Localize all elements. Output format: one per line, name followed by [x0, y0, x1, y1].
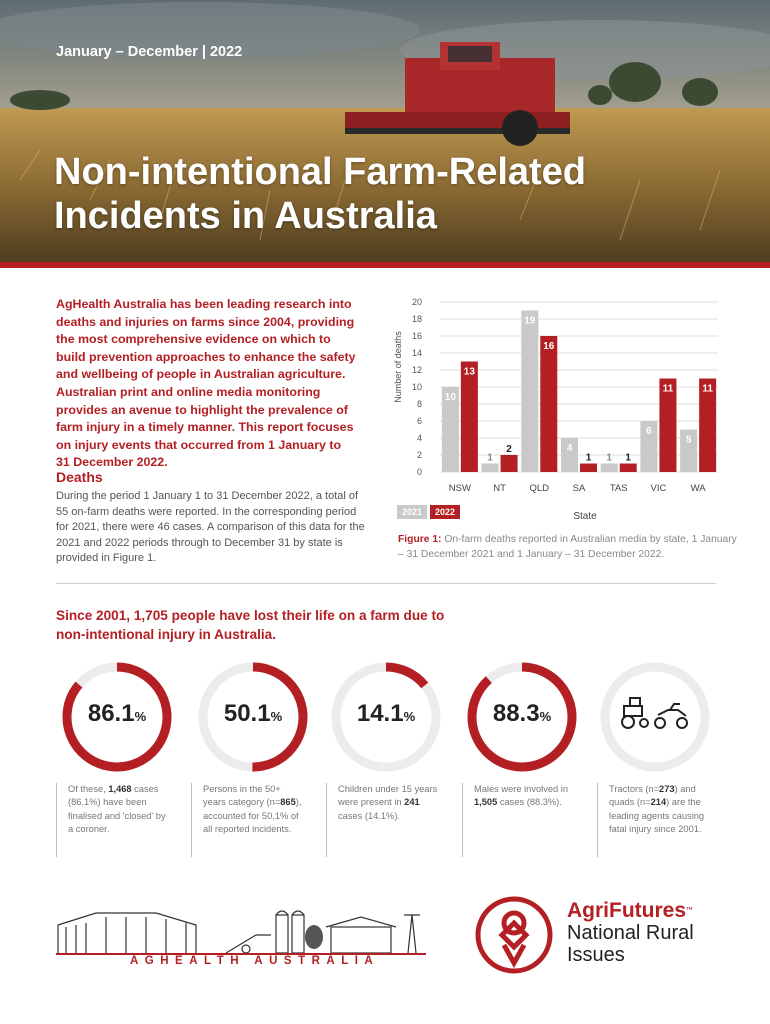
- aghealth-wordmark: AGHEALTH AUSTRALIA: [130, 955, 380, 967]
- bar-label-2021-sa: 4: [567, 443, 573, 454]
- note-tractors: Tractors (n=273) and quads (n=214) are t…: [597, 783, 709, 857]
- title-line-1: Non-intentional Farm-Related: [54, 151, 587, 193]
- donut-children: 14.1%: [329, 660, 443, 774]
- bar-label-2021-wa: 5: [686, 435, 692, 446]
- page-title: Non-intentional Farm-Related Incidents i…: [54, 150, 586, 238]
- donut-coroner-value: 86.1%: [87, 700, 147, 727]
- x-tick-label: VIC: [651, 483, 667, 494]
- bar-label-2022-wa: 11: [702, 384, 713, 395]
- y-axis-label: Number of deaths: [393, 331, 403, 403]
- figure-label: Figure 1:: [398, 534, 442, 545]
- chart-legend: 2021 2022: [397, 505, 461, 519]
- bar-2021-sa: [561, 438, 578, 472]
- bar-label-2022-qld: 16: [543, 341, 555, 352]
- note-males: Males were involved in 1,505 cases (88.3…: [462, 783, 574, 857]
- tractor-quad-circle: [598, 660, 712, 774]
- bar-label-2022-tas: 1: [625, 453, 631, 464]
- bar-2021-wa: [680, 429, 698, 472]
- bar-2022-sa: [580, 463, 597, 472]
- donut-children-value: 14.1%: [356, 700, 416, 727]
- bar-label-2021-tas: 1: [606, 453, 612, 464]
- y-tick-label: 2: [417, 450, 422, 460]
- harvest-field-image: [0, 0, 770, 268]
- donut-coroner: 86.1%: [60, 660, 174, 774]
- bar-label-2022-nsw: 13: [464, 367, 476, 378]
- x-tick-label: QLD: [530, 483, 550, 494]
- y-tick-label: 10: [412, 382, 422, 392]
- donut-males-arc: [467, 662, 577, 772]
- aghealth-farm-illustration: [56, 910, 426, 955]
- donut-age-50plus: 50.1%: [196, 660, 310, 774]
- note-children: Children under 15 years were present in …: [326, 783, 438, 857]
- deaths-heading: Deaths: [56, 469, 103, 485]
- tractor-icon: [621, 697, 649, 729]
- title-line-2: Incidents in Australia: [54, 195, 437, 237]
- stats-heading: Since 2001, 1,705 people have lost their…: [56, 608, 445, 642]
- x-tick-label: NT: [493, 483, 506, 494]
- intro-paragraph: AgHealth Australia has been leading rese…: [56, 297, 356, 470]
- bar-2022-nt: [500, 455, 518, 472]
- note-coroner: Of these, 1,468 cases (86.1%) have been …: [56, 783, 168, 857]
- deaths-paragraph: During the period 1 January 1 to 31 Dece…: [56, 490, 365, 564]
- bar-label-2021-nt: 1: [487, 453, 493, 464]
- donut-age-value: 50.1%: [223, 700, 283, 727]
- section-divider: [56, 583, 716, 584]
- agrifutures-brand: AgriFutures™: [567, 899, 694, 922]
- bar-2022-nsw: [460, 361, 478, 472]
- y-tick-label: 16: [412, 331, 422, 341]
- y-tick-label: 6: [417, 416, 422, 426]
- y-tick-label: 8: [417, 399, 422, 409]
- legend-2022: 2022: [430, 505, 461, 519]
- bar-2022-qld: [540, 336, 558, 472]
- x-tick-label: SA: [573, 483, 586, 494]
- y-tick-label: 18: [412, 314, 422, 324]
- report-period: January – December | 2022: [56, 44, 243, 60]
- x-axis-label: State: [573, 511, 597, 522]
- bar-label-2021-nsw: 10: [445, 392, 457, 403]
- bar-2021-qld: [521, 310, 539, 472]
- bar-2021-vic: [640, 421, 658, 472]
- y-tick-label: 4: [417, 433, 422, 443]
- bar-2021-nsw: [441, 387, 459, 472]
- agrifutures-subtitle: National Rural Issues: [567, 922, 694, 966]
- bar-label-2022-nt: 2: [506, 444, 512, 455]
- agrifutures-logo-icon: [475, 896, 553, 974]
- donut-males-value: 88.3%: [492, 700, 552, 727]
- x-tick-label: NSW: [449, 483, 471, 494]
- hero-banner: January – December | 2022 Non-intentiona…: [0, 0, 770, 268]
- bar-2021-nt: [481, 463, 499, 472]
- note-age: Persons in the 50+ years category (n=865…: [191, 783, 303, 857]
- x-tick-label: WA: [691, 483, 707, 494]
- x-tick-label: TAS: [610, 483, 628, 494]
- bar-2022-tas: [619, 463, 637, 472]
- bar-label-2022-vic: 11: [663, 384, 674, 395]
- bar-label-2022-sa: 1: [586, 453, 592, 464]
- figure-caption: Figure 1: On-farm deaths reported in Aus…: [398, 532, 738, 562]
- bar-2022-wa: [699, 378, 717, 472]
- y-tick-label: 0: [417, 467, 422, 477]
- donut-age-arc: [198, 662, 308, 772]
- donut-males: 88.3%: [465, 660, 579, 774]
- donut-coroner-arc: [62, 662, 172, 772]
- y-tick-label: 20: [412, 297, 422, 307]
- bar-2022-vic: [659, 378, 677, 472]
- y-tick-label: 12: [412, 365, 422, 375]
- y-tick-label: 14: [412, 348, 422, 358]
- figure-caption-text: On-farm deaths reported in Australian me…: [398, 534, 737, 560]
- legend-2021: 2021: [397, 505, 428, 519]
- bar-label-2021-qld: 19: [524, 316, 536, 327]
- bar-label-2021-vic: 6: [646, 426, 652, 437]
- bar-2021-tas: [600, 463, 618, 472]
- donut-children-arc: [331, 662, 441, 772]
- quad-bike-icon: [654, 703, 688, 729]
